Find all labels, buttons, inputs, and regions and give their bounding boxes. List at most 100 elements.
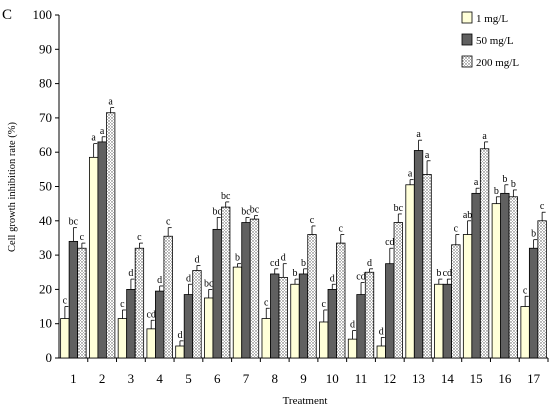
bar [249, 218, 260, 359]
bar [192, 270, 202, 359]
significance-letter: d [128, 268, 133, 279]
significance-letter: bc [69, 217, 79, 228]
legend-swatch [461, 33, 473, 46]
x-tick-label: 12 [383, 371, 396, 386]
x-tick-label: 13 [412, 371, 425, 386]
x-axis-label: Treatment [283, 395, 328, 407]
bar [261, 318, 271, 359]
significance-letter: b [293, 268, 298, 279]
significance-letter: d [157, 275, 162, 286]
y-tick-label: 0 [46, 350, 53, 365]
x-tick-label: 15 [470, 371, 483, 386]
significance-letter: a [91, 133, 96, 144]
legend-swatch [461, 11, 473, 24]
bar [307, 234, 317, 359]
bar [537, 220, 547, 359]
bar [413, 150, 424, 359]
significance-letter: b [301, 258, 306, 269]
x-tick-label: 6 [214, 371, 221, 386]
bar [278, 276, 288, 359]
y-tick-label: 40 [39, 213, 52, 228]
bar [117, 318, 128, 359]
x-tick-label: 9 [300, 371, 307, 386]
y-tick-label: 60 [39, 144, 52, 159]
x-tick-label: 14 [441, 371, 455, 386]
significance-letter: bc [221, 191, 231, 202]
bar [336, 242, 346, 359]
bar [146, 328, 156, 359]
y-tick-label: 80 [39, 76, 52, 91]
y-axis-label: Cell growth inhibition rate (%) [7, 121, 18, 252]
significance-letter: c [166, 217, 171, 228]
x-tick-label: 7 [243, 371, 250, 386]
significance-letter: cd [385, 237, 394, 248]
y-tick-label: 50 [39, 179, 52, 194]
bar [347, 338, 358, 359]
x-tick-label: 4 [156, 371, 163, 386]
bar [500, 192, 510, 359]
significance-letter: bc [241, 206, 251, 217]
x-tick-label: 8 [271, 371, 278, 386]
bar [471, 192, 481, 359]
significance-letter: a [408, 169, 413, 180]
bar [77, 247, 87, 359]
y-tick-label: 70 [39, 110, 52, 125]
bar [163, 235, 173, 359]
bar [442, 283, 452, 359]
significance-letter: c [63, 296, 68, 307]
significance-letter: a [482, 131, 487, 142]
significance-letter: bc [250, 205, 260, 216]
bar [385, 263, 395, 359]
y-tick-label: 10 [39, 316, 52, 331]
significance-letter: c [322, 299, 327, 310]
significance-letter: bc [204, 278, 214, 289]
x-tick-label: 16 [498, 371, 512, 386]
significance-letter: d [379, 326, 384, 337]
significance-letter: a [100, 126, 105, 137]
significance-letter: d [330, 273, 335, 284]
bar [270, 273, 280, 359]
significance-letter: d [281, 253, 286, 264]
bar [134, 247, 145, 359]
significance-letter: b [436, 268, 441, 279]
significance-letter: b [511, 179, 516, 190]
legend-swatch [461, 55, 473, 68]
x-tick-label: 1 [70, 371, 77, 386]
y-tick-label: 30 [39, 247, 52, 262]
y-tick-label: 100 [33, 7, 53, 22]
bar [241, 222, 251, 359]
significance-letter: c [137, 232, 142, 243]
bar [327, 288, 337, 359]
significance-letter: cd [270, 258, 279, 269]
significance-letter: c [454, 224, 459, 235]
significance-letter: b [494, 186, 499, 197]
significance-letter: b [235, 253, 240, 264]
bar [520, 306, 530, 359]
bar [508, 196, 519, 359]
significance-letter: c [339, 224, 344, 235]
bar [451, 244, 461, 359]
bar [175, 345, 185, 359]
significance-letter: c [264, 297, 269, 308]
significance-letter: ab [463, 210, 472, 221]
bar [212, 228, 222, 359]
significance-letter: d [367, 258, 372, 269]
bar [88, 156, 99, 359]
y-tick-label: 90 [39, 41, 52, 56]
significance-letter: c [80, 232, 85, 243]
bar [434, 283, 444, 359]
significance-letter: b [502, 174, 507, 185]
significance-letter: d [350, 320, 355, 331]
x-tick-label: 2 [99, 371, 106, 386]
bar [479, 148, 490, 359]
bar [364, 271, 375, 359]
significance-letter: d [177, 330, 182, 341]
bar [155, 290, 165, 359]
legend-label: 1 mg/L [476, 13, 508, 25]
bar [290, 283, 300, 359]
significance-letter: d [194, 254, 199, 265]
bar [68, 240, 79, 359]
significance-letter: bc [212, 206, 222, 217]
